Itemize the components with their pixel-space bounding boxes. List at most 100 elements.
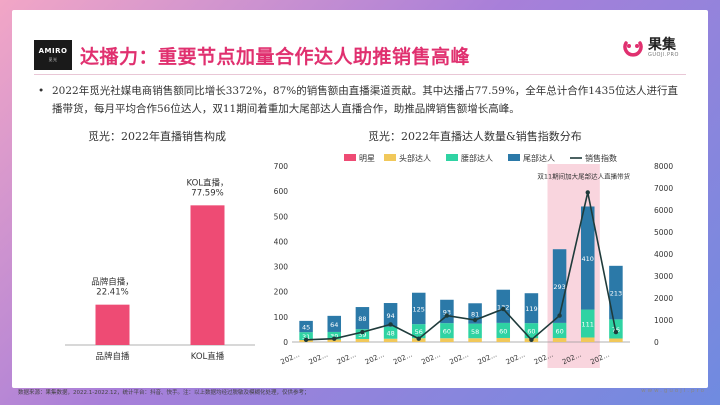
- chart2-bar-segment: [580, 206, 595, 310]
- legend-swatch: [344, 154, 356, 161]
- chart2-bar-segment: [440, 338, 454, 342]
- chart2-bar-segment: [383, 338, 398, 342]
- chart2-bar-label: 60: [443, 328, 451, 336]
- chart2-bar-segment: [580, 337, 595, 342]
- chart1-data-label: 77.59%: [191, 188, 223, 198]
- sales-index-point: [501, 306, 506, 312]
- chart2-x-tick: 202...: [392, 351, 414, 367]
- chart1-category-label: 品牌自播: [95, 351, 130, 362]
- chart2-x-tick: 202...: [420, 351, 442, 367]
- legend-swatch: [508, 154, 520, 161]
- legend-swatch: [446, 154, 458, 161]
- chart2-left-tick: 500: [274, 212, 289, 221]
- chart2-bar-segment: [524, 323, 539, 339]
- sales-index-point: [388, 322, 393, 327]
- chart2-bar-segment: [552, 249, 567, 323]
- chart2-annotation: 双11期间加大尾部达人直播带货: [537, 171, 630, 180]
- legend-label: 销售指数: [585, 153, 617, 163]
- chart2-bar-segment: [299, 320, 313, 333]
- chart2-bar-segment: [327, 315, 342, 332]
- sales-index-point: [360, 329, 365, 335]
- chart2-bar-label: 88: [358, 315, 366, 323]
- brand-name: 果集: [648, 37, 676, 53]
- chart2-x-tick: 202...: [448, 351, 470, 367]
- chart2-bar-segment: [383, 326, 398, 339]
- chart2-x-tick: 202...: [477, 351, 499, 367]
- legend-swatch: [384, 154, 396, 161]
- sales-index-point: [303, 337, 309, 342]
- chart2-bar-segment: [440, 299, 454, 324]
- chart2-bar-segment: [411, 324, 426, 339]
- chart2-bar-label: 94: [386, 312, 394, 320]
- chart2-bar-label: 58: [471, 328, 479, 336]
- legend-label: 明星: [359, 154, 375, 163]
- data-source-note: 数据来源：果集数据，2022.1-2022.12，统计平台：抖音、快手。注：以上…: [18, 390, 310, 396]
- chart2-bar-label: 111: [582, 321, 594, 329]
- chart1-category-label: KOL直播: [191, 351, 225, 362]
- legend-label: 头部达人: [399, 153, 431, 163]
- chart2-left-tick: 400: [274, 237, 289, 246]
- chart2-right-tick: 3000: [654, 272, 673, 281]
- sales-index-point: [332, 336, 337, 341]
- chart2-x-tick: 202...: [279, 351, 301, 367]
- amiro-logo: AMIRO 觅光: [34, 40, 72, 70]
- title-divider: [34, 74, 686, 75]
- chart2-bar-segment: [383, 303, 398, 327]
- chart2-bar-segment: [524, 293, 539, 324]
- chart2-bar-segment: [327, 331, 342, 340]
- chart2-bar-label: 213: [610, 290, 622, 298]
- chart2-bar-segment: [355, 307, 370, 330]
- chart2-bar-label: 31: [302, 333, 310, 341]
- chart2-left-tick: 0: [283, 338, 288, 347]
- chart1-title: 觅光：2022年直播销售构成: [88, 130, 226, 143]
- website-url: www.guoji.pro: [641, 388, 706, 394]
- chart2-bar-segment: [468, 338, 482, 342]
- chart2-bar-label: 119: [525, 305, 537, 313]
- bullet-dot: •: [38, 85, 45, 97]
- chart2-bar-label: 81: [471, 310, 479, 318]
- chart2-bar-label: 56: [415, 328, 423, 336]
- sales-index-point: [557, 313, 562, 318]
- chart2-bar-label: 60: [499, 327, 507, 335]
- chart2-bar-label: 64: [330, 321, 338, 329]
- chart2-bar-segment: [440, 323, 454, 339]
- chart2-left-tick: 700: [274, 162, 289, 171]
- chart2-right-tick: 1000: [654, 316, 673, 325]
- sales-index-point: [444, 313, 450, 318]
- chart2-bar-segment: [609, 265, 623, 320]
- chart2-bar-label: 48: [386, 330, 394, 338]
- chart2-bar-label: 45: [302, 324, 310, 332]
- chart2-right-tick: 4000: [654, 250, 673, 259]
- chart1-bar: [95, 304, 130, 345]
- guoji-logo-icon: [623, 41, 643, 57]
- chart2-x-tick: 202...: [505, 351, 527, 367]
- sales-index-point: [585, 190, 590, 195]
- chart2-bar-label: 39: [358, 331, 366, 339]
- summary-text: 2022年觅光社媒电商销售额同比增长3372%，87%的销售额由直播渠道贡献。其…: [52, 85, 679, 115]
- chart2-bar-segment: [609, 338, 623, 342]
- chart2-bar-segment: [355, 338, 370, 342]
- chart2-bar-segment: [580, 309, 595, 338]
- chart2-x-tick: 202...: [364, 351, 386, 367]
- chart2-right-tick: 7000: [654, 184, 673, 193]
- chart1-data-label: 品牌自播，: [91, 277, 134, 288]
- legend-label: 尾部达人: [523, 153, 555, 163]
- chart2-bar-label: 410: [582, 255, 594, 263]
- chart-kol-count-sales-index: 0100200300400500600700010002000300040005…: [274, 153, 673, 368]
- chart2-left-tick: 200: [274, 288, 289, 297]
- legend-label: 腰部达人: [461, 153, 493, 163]
- chart2-bar-label: 125: [413, 305, 425, 313]
- chart1-data-label: KOL直播，: [186, 177, 228, 188]
- chart2-left-tick: 300: [274, 263, 289, 272]
- chart-sales-composition: 品牌自播，22.41% 品牌自播 KOL直播，77.59% KOL直播: [65, 177, 255, 362]
- chart2-right-tick: 2000: [654, 294, 673, 303]
- chart2-left-tick: 600: [274, 187, 289, 196]
- sales-index-point: [416, 336, 421, 341]
- page-title: 达播力：重要节点加量合作达人助推销售高峰: [80, 46, 471, 68]
- summary-bullet: • 2022年觅光社媒电商销售额同比增长3372%，87%的销售额由直播渠道贡献…: [38, 82, 682, 118]
- chart2-bar-label: 293: [553, 283, 565, 291]
- guoji-brand: 果集 GUOJI.PRO: [622, 37, 679, 59]
- chart2-bar-segment: [411, 292, 426, 325]
- chart1-data-label: 22.41%: [96, 288, 128, 298]
- chart2-right-tick: 6000: [654, 206, 673, 215]
